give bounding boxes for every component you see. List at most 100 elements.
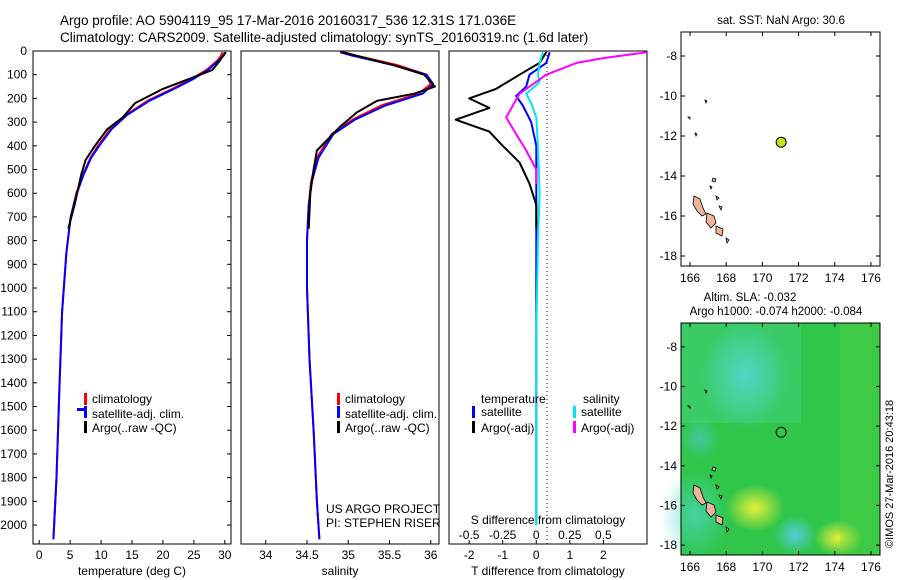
- legend-argo: Argo(..raw -QC): [92, 421, 177, 435]
- depth-tick-label: 1700: [0, 447, 27, 461]
- sst-map-panel: sat. SST: NaN Argo: 30.6 166 168 170 172 174…: [660, 15, 882, 285]
- legend-temp-argo: Argo(-adj): [481, 421, 534, 435]
- s-difference-label: S difference from climatology: [471, 513, 626, 527]
- depth-tick-label: 1800: [0, 471, 27, 485]
- argo-float-marker-altimetry: [775, 426, 787, 438]
- legend-temp-satellite: satellite: [481, 405, 522, 419]
- header-line-2: Climatology: CARS2009. Satellite-adjuste…: [60, 30, 588, 45]
- temperature-plot-frame: [32, 50, 232, 545]
- depth-tick-label: 900: [7, 257, 27, 271]
- map-y-tick-label: -10: [660, 379, 678, 393]
- depth-tick-label: 1100: [1, 305, 27, 319]
- depth-tick-label: 1900: [0, 494, 27, 508]
- legend-sal-satellite: satellite: [581, 405, 622, 419]
- x-tick-label: 20: [156, 548, 170, 562]
- altimetry-map-land: [687, 389, 730, 534]
- salinity-legend: climatology satellite-adj. clim. Argo(..…: [337, 392, 437, 435]
- s-tick-label: -0.25: [489, 528, 517, 542]
- t-difference-label: T difference from climatology: [471, 564, 625, 578]
- legend-satellite-adj: satellite-adj. clim.: [92, 407, 184, 421]
- series-line: [515, 51, 551, 525]
- pi-credit: PI: STEPHEN RISER: [326, 516, 441, 530]
- x-tick-label: 0: [36, 548, 43, 562]
- series-line: [67, 51, 227, 230]
- island-espiritu-santo: [692, 195, 707, 217]
- map-y-tick-label: -16: [660, 209, 678, 223]
- map-x-tick-label: 176: [861, 271, 881, 285]
- x-tick-label: 1: [566, 548, 573, 562]
- series-line: [454, 51, 548, 229]
- temperature-series: [52, 51, 227, 540]
- sla-heatmap: [660, 320, 880, 560]
- depth-tick-label: 1400: [0, 376, 27, 390]
- salinity-series: [306, 51, 436, 540]
- sst-map-title: sat. SST: NaN Argo: 30.6: [717, 15, 845, 27]
- map-y-tick-label: -12: [660, 419, 678, 433]
- legend-swatch-climatology: [84, 393, 87, 405]
- series-line: [525, 51, 544, 525]
- temperature-x-axis: 0 5 10 15 20 25 30: [36, 540, 232, 562]
- temperature-panel: 0100200300400500600700800900100011001200…: [0, 44, 647, 578]
- depth-tick-label: 200: [7, 91, 27, 105]
- small-islands: [687, 99, 730, 245]
- salinity-plot-frame: [240, 50, 440, 545]
- imos-stamp: ©IMOS 27-Mar-2016 20:43:18: [884, 400, 896, 548]
- map-x-tick-label: 168: [716, 560, 736, 574]
- salinity-x-axis: 34 34.5 35 35.5 36: [259, 540, 438, 562]
- depth-tick-label: 400: [7, 139, 27, 153]
- x-tick-label: -1: [497, 548, 508, 562]
- map-y-tick-label: -12: [660, 129, 678, 143]
- x-tick-label: 35: [342, 548, 356, 562]
- x-tick-label: 10: [94, 548, 108, 562]
- depth-tick-label: 300: [7, 115, 27, 129]
- depth-tick-label: 0: [20, 44, 27, 58]
- x-tick-label: 5: [67, 548, 74, 562]
- x-tick-label: 36: [424, 548, 438, 562]
- x-tick-label: 25: [187, 548, 201, 562]
- difference-legend: temperature salinity satellite Argo(-adj…: [472, 392, 634, 435]
- map-y-tick-label: -18: [660, 249, 678, 263]
- map-x-tick-label: 170: [752, 560, 772, 574]
- map-x-tick-label: 168: [716, 271, 736, 285]
- map-x-tick-label: 170: [752, 271, 772, 285]
- x-tick-label: 15: [125, 548, 139, 562]
- map-y-tick-label: -8: [666, 340, 677, 354]
- legend-swatch-argo: [84, 421, 87, 433]
- depth-tick-label: 600: [7, 186, 27, 200]
- x-tick-label: 2: [600, 548, 607, 562]
- series-line: [505, 51, 648, 184]
- header-line-1: Argo profile: AO 5904119_95 17-Mar-2016 …: [60, 13, 516, 28]
- sst-map-axes: 166 168 170 172 174 176 -8 -10 -12 -14 -16 -18: [660, 32, 881, 285]
- altimetry-map-panel: Altim. SLA: -0.032 Argo h1000: -0.074 h2…: [660, 292, 882, 574]
- x-tick-label: 35.5: [378, 548, 402, 562]
- sla-yellow-patch: [725, 484, 785, 532]
- sst-map-land: [687, 99, 730, 245]
- series-line: [52, 51, 226, 540]
- legend-climatology: climatology: [345, 392, 405, 406]
- sst-map-frame: [680, 31, 881, 267]
- altimetry-map-frame: [680, 322, 881, 556]
- map-x-tick-label: 172: [789, 271, 809, 285]
- map-x-tick-label: 176: [861, 560, 881, 574]
- argo-float-marker: [775, 136, 787, 148]
- s-tick-label: 0: [533, 528, 540, 542]
- x-tick-label: 34: [259, 548, 273, 562]
- depth-tick-label: 500: [7, 163, 27, 177]
- map-x-tick-label: 166: [680, 560, 700, 574]
- difference-x-axis: -2 -1 0 1 2 -0.5 -0.25 0 0.25 0.5: [459, 528, 612, 562]
- depth-tick-label: 2000: [0, 518, 27, 532]
- depth-tick-label: 700: [7, 210, 27, 224]
- island-efate: [715, 225, 724, 237]
- map-x-tick-label: 166: [680, 271, 700, 285]
- difference-plot-frame: [448, 50, 648, 545]
- depth-tick-label: 1200: [0, 328, 27, 342]
- s-tick-label: 0.25: [558, 528, 582, 542]
- series-line: [307, 51, 436, 229]
- legend-salinity-title: salinity: [583, 392, 620, 406]
- x-tick-label: 34.5: [295, 548, 319, 562]
- map-x-tick-label: 174: [825, 560, 845, 574]
- salinity-panel: 34 34.5 35 35.5 36 salinity climatology sate…: [240, 50, 441, 578]
- difference-panel: -2 -1 0 1 2 -0.5 -0.25 0 0.25 0.5 S difference fr…: [448, 50, 648, 578]
- s-tick-label: 0.5: [595, 528, 612, 542]
